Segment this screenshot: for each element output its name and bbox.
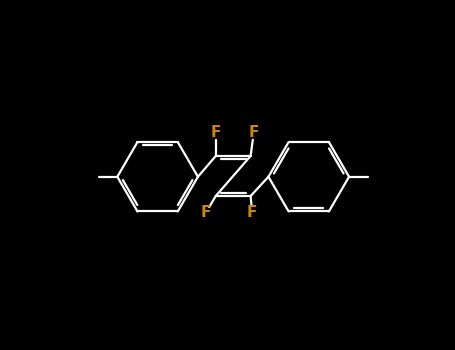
Text: F: F: [201, 205, 211, 220]
Text: F: F: [247, 205, 258, 220]
Text: F: F: [248, 125, 259, 140]
Text: F: F: [211, 125, 221, 140]
